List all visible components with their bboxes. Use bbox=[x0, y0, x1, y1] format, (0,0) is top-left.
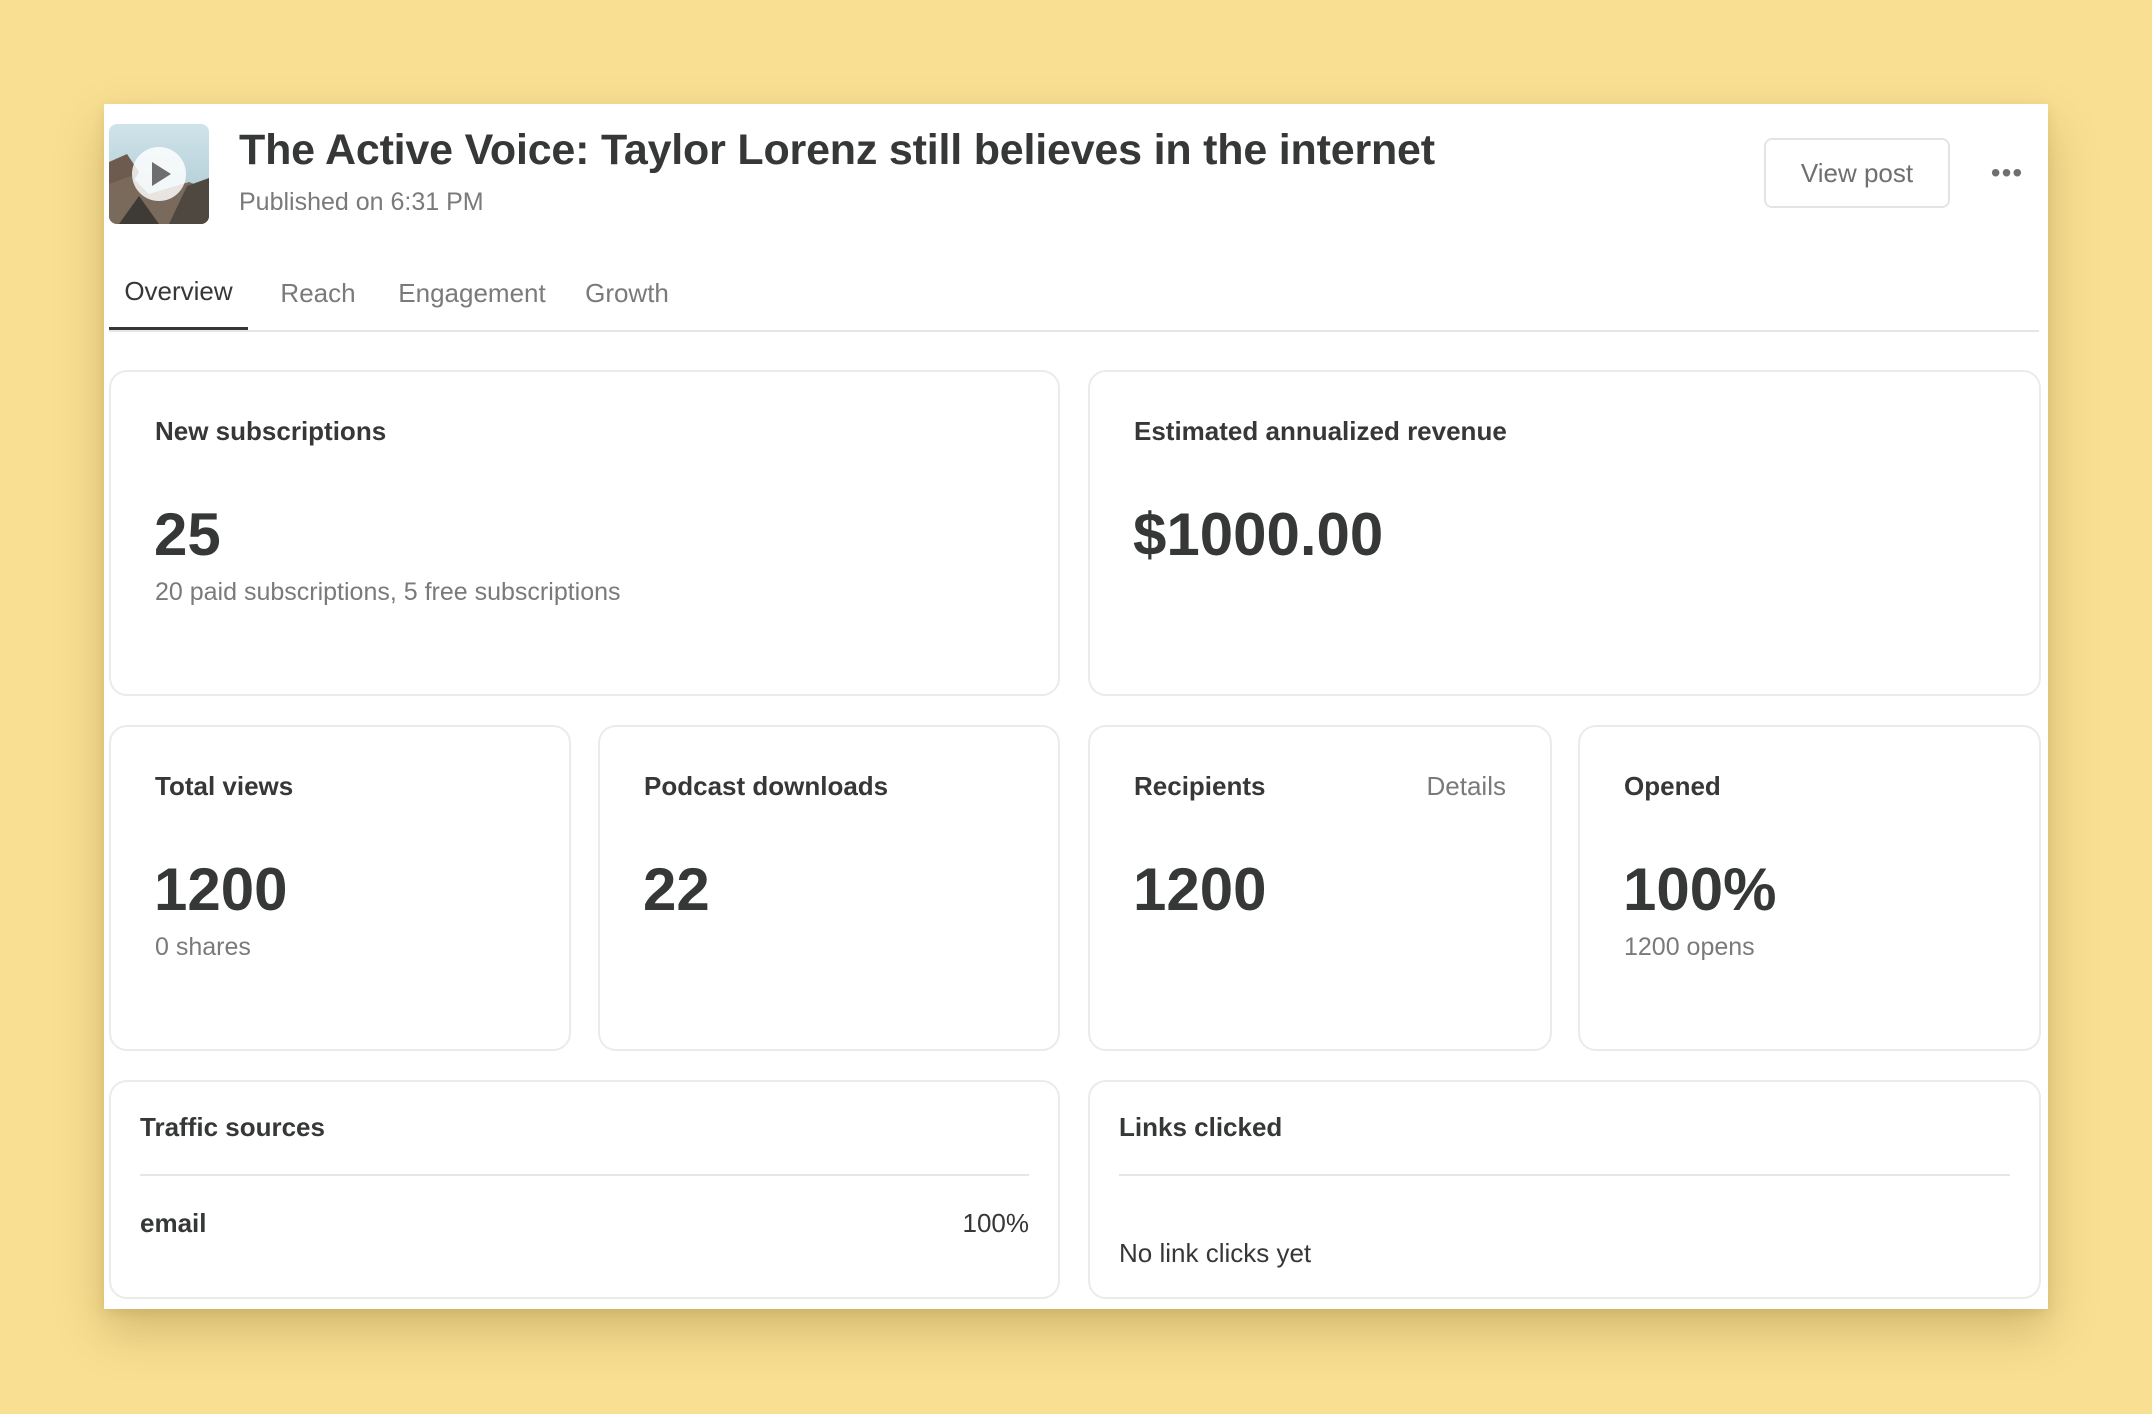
tab-bar: Overview Reach Engagement Growth bbox=[109, 264, 2039, 332]
post-title: The Active Voice: Taylor Lorenz still be… bbox=[239, 126, 1435, 174]
published-time: Published on 6:31 PM bbox=[239, 188, 484, 216]
new-subscriptions-value: 25 bbox=[154, 501, 221, 568]
recipients-card: Recipients Details 1200 bbox=[1088, 725, 1552, 1051]
opened-label: Opened bbox=[1624, 771, 1721, 801]
new-subscriptions-breakdown: 20 paid subscriptions, 5 free subscripti… bbox=[155, 578, 621, 606]
shares-count: 0 shares bbox=[155, 933, 251, 961]
divider bbox=[140, 1174, 1029, 1176]
links-clicked-label: Links clicked bbox=[1119, 1112, 1283, 1142]
opens-count: 1200 opens bbox=[1624, 933, 1755, 961]
thumbnail-image bbox=[109, 124, 209, 224]
opened-card: Opened 100% 1200 opens bbox=[1578, 725, 2041, 1051]
more-horizontal-icon[interactable]: ••• bbox=[1990, 157, 2024, 188]
traffic-sources-card: Traffic sources email 100% bbox=[109, 1080, 1060, 1299]
total-views-value: 1200 bbox=[154, 856, 288, 923]
podcast-downloads-value: 22 bbox=[643, 856, 710, 923]
revenue-label: Estimated annualized revenue bbox=[1134, 416, 1507, 446]
new-subscriptions-label: New subscriptions bbox=[155, 416, 387, 446]
podcast-downloads-card: Podcast downloads 22 bbox=[598, 725, 1060, 1051]
play-icon bbox=[152, 162, 171, 186]
new-subscriptions-card: New subscriptions 25 20 paid subscriptio… bbox=[109, 370, 1060, 696]
revenue-value: $1000.00 bbox=[1133, 501, 1384, 568]
recipients-value: 1200 bbox=[1133, 856, 1267, 923]
no-link-clicks-message: No link clicks yet bbox=[1119, 1238, 1312, 1268]
total-views-label: Total views bbox=[155, 771, 294, 801]
links-clicked-card: Links clicked No link clicks yet bbox=[1088, 1080, 2041, 1299]
tab-reach[interactable]: Reach bbox=[280, 277, 356, 308]
recipients-details-link[interactable]: Details bbox=[1426, 771, 1506, 801]
tab-growth[interactable]: Growth bbox=[585, 277, 669, 308]
post-stats-window: The Active Voice: Taylor Lorenz still be… bbox=[104, 104, 2048, 1309]
tab-engagement[interactable]: Engagement bbox=[398, 277, 546, 308]
recipients-label: Recipients bbox=[1134, 771, 1266, 801]
traffic-sources-label: Traffic sources bbox=[140, 1112, 325, 1142]
post-thumbnail[interactable] bbox=[109, 124, 209, 224]
podcast-downloads-label: Podcast downloads bbox=[644, 771, 889, 801]
total-views-card: Total views 1200 0 shares bbox=[109, 725, 571, 1051]
traffic-source-percent: 100% bbox=[962, 1208, 1030, 1238]
opened-value: 100% bbox=[1623, 856, 1777, 923]
tab-overview[interactable]: Overview bbox=[109, 264, 248, 330]
traffic-source-name: email bbox=[140, 1208, 207, 1238]
view-post-button[interactable]: View post bbox=[1764, 138, 1950, 208]
divider bbox=[1119, 1174, 2010, 1176]
revenue-card: Estimated annualized revenue $1000.00 bbox=[1088, 370, 2041, 696]
